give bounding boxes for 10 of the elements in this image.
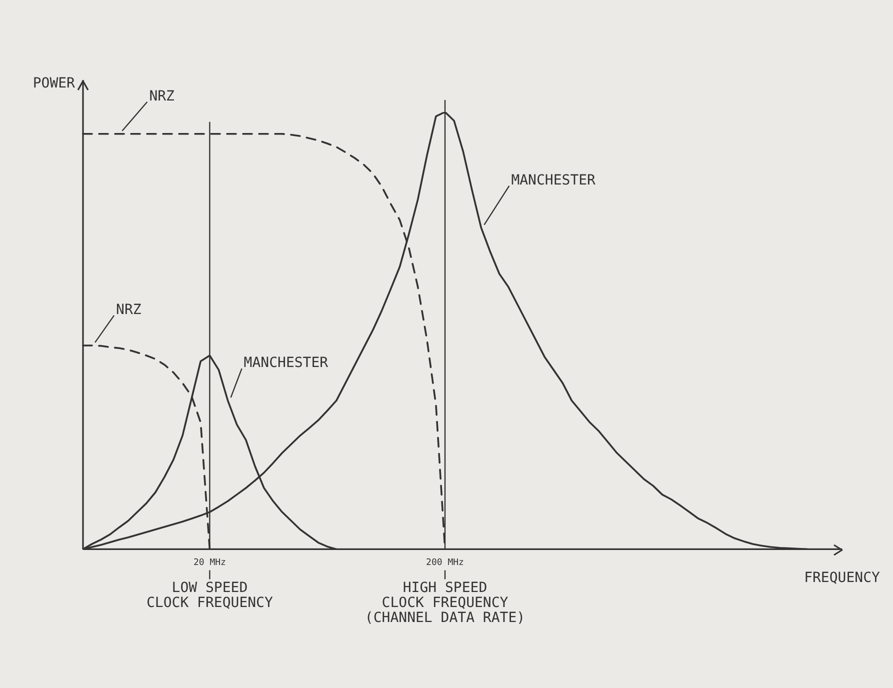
x-tick-label: 20 MHz xyxy=(193,558,226,568)
text: LOW SPEED CLOCK FREQUENCY xyxy=(146,580,274,611)
x-tick-label: 200 MHz xyxy=(426,558,464,568)
x-axis-title: FREQUENCY xyxy=(804,570,880,586)
text: MANCHESTER xyxy=(511,172,596,188)
text: NRZ xyxy=(116,302,142,318)
series-label: MANCHESTER xyxy=(244,355,329,372)
y-axis-title: POWER xyxy=(32,76,76,92)
text: NRZ xyxy=(149,88,174,104)
text: HIGH SPEED CLOCK FREQUENCY (CHANNEL DATA RATE) xyxy=(364,580,526,626)
